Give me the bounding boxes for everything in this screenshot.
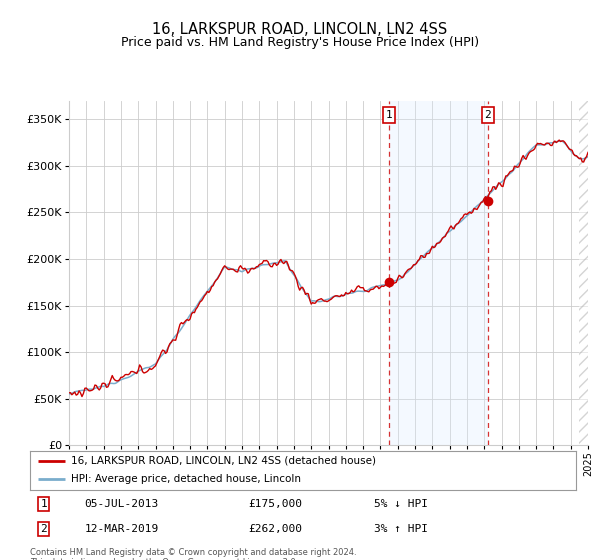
Text: £175,000: £175,000	[248, 499, 302, 509]
Text: 16, LARKSPUR ROAD, LINCOLN, LN2 4SS: 16, LARKSPUR ROAD, LINCOLN, LN2 4SS	[152, 22, 448, 38]
Text: 1: 1	[386, 110, 392, 120]
Text: HPI: Average price, detached house, Lincoln: HPI: Average price, detached house, Linc…	[71, 474, 301, 484]
Text: 3% ↑ HPI: 3% ↑ HPI	[374, 524, 428, 534]
Text: Contains HM Land Registry data © Crown copyright and database right 2024.
This d: Contains HM Land Registry data © Crown c…	[30, 548, 356, 560]
Bar	[580, 101, 600, 445]
Text: 2: 2	[484, 110, 491, 120]
Bar	[389, 101, 488, 445]
Text: 2: 2	[40, 524, 47, 534]
Text: £262,000: £262,000	[248, 524, 302, 534]
Text: 05-JUL-2013: 05-JUL-2013	[85, 499, 159, 509]
Text: 16, LARKSPUR ROAD, LINCOLN, LN2 4SS (detached house): 16, LARKSPUR ROAD, LINCOLN, LN2 4SS (det…	[71, 456, 376, 465]
Text: 1: 1	[40, 499, 47, 509]
Text: 12-MAR-2019: 12-MAR-2019	[85, 524, 159, 534]
Text: Price paid vs. HM Land Registry's House Price Index (HPI): Price paid vs. HM Land Registry's House …	[121, 36, 479, 49]
Text: 5% ↓ HPI: 5% ↓ HPI	[374, 499, 428, 509]
